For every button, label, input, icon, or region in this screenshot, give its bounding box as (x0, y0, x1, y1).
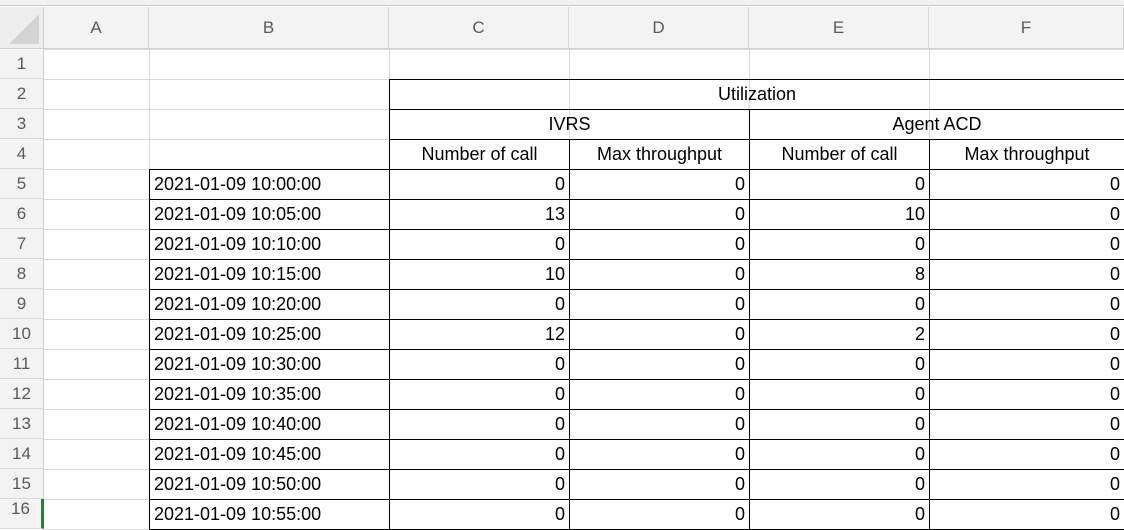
row-header-1[interactable]: 1 (0, 49, 44, 79)
cell-agent-calls[interactable]: 0 (749, 229, 930, 260)
cell-timestamp[interactable]: 2021-01-09 10:25:00 (149, 319, 390, 350)
cell-agent-calls[interactable]: 0 (749, 169, 930, 200)
cell-ivrs-throughput[interactable]: 0 (569, 379, 750, 410)
row-header-14[interactable]: 14 (0, 439, 44, 469)
cell-ivrs-throughput[interactable]: 0 (569, 439, 750, 470)
cell-timestamp[interactable]: 2021-01-09 10:20:00 (149, 289, 390, 320)
row-header-4[interactable]: 4 (0, 139, 44, 169)
header-utilization[interactable]: Utilization (389, 79, 1124, 110)
cell-ivrs-calls[interactable]: 12 (389, 319, 570, 350)
cell-agent-calls[interactable]: 0 (749, 409, 930, 440)
toolbar-edge (0, 0, 1124, 6)
cell-ivrs-throughput[interactable]: 0 (569, 469, 750, 500)
cell-agent-throughput[interactable]: 0 (929, 409, 1124, 440)
cell-agent-calls[interactable]: 10 (749, 199, 930, 230)
header-agent-acd[interactable]: Agent ACD (749, 109, 1124, 140)
subheader-max-throughput[interactable]: Max throughput (929, 139, 1124, 170)
cell-timestamp[interactable]: 2021-01-09 10:05:00 (149, 199, 390, 230)
cell-ivrs-calls[interactable]: 10 (389, 259, 570, 290)
subheader-number-of-call[interactable]: Number of call (389, 139, 570, 170)
select-all-corner[interactable] (0, 7, 44, 49)
column-header-f[interactable]: F (929, 7, 1124, 49)
cell-timestamp[interactable]: 2021-01-09 10:15:00 (149, 259, 390, 290)
cell-agent-calls[interactable]: 0 (749, 499, 930, 530)
cell-ivrs-calls[interactable]: 13 (389, 199, 570, 230)
cell-timestamp[interactable]: 2021-01-09 10:45:00 (149, 439, 390, 470)
cell-agent-throughput[interactable]: 0 (929, 349, 1124, 380)
cell-timestamp[interactable]: 2021-01-09 10:00:00 (149, 169, 390, 200)
cell-ivrs-throughput[interactable]: 0 (569, 289, 750, 320)
row-header-13[interactable]: 13 (0, 409, 44, 439)
cell-agent-calls[interactable]: 0 (749, 379, 930, 410)
column-header-b[interactable]: B (149, 7, 389, 49)
cell-agent-calls[interactable]: 8 (749, 259, 930, 290)
row-header-3[interactable]: 3 (0, 109, 44, 139)
sheet-grid[interactable]: Utilization IVRS Agent ACD Number of call Ma… (44, 49, 1124, 530)
row-header-11[interactable]: 11 (0, 349, 44, 379)
cell-agent-throughput[interactable]: 0 (929, 169, 1124, 200)
cell-ivrs-calls[interactable]: 0 (389, 169, 570, 200)
row-header-16[interactable]: 16 (0, 499, 44, 529)
row-header-15[interactable]: 15 (0, 469, 44, 499)
cell-ivrs-throughput[interactable]: 0 (569, 259, 750, 290)
cell-agent-throughput[interactable]: 0 (929, 499, 1124, 530)
row-header-7[interactable]: 7 (0, 229, 44, 259)
cell-agent-throughput[interactable]: 0 (929, 439, 1124, 470)
cell-agent-throughput[interactable]: 0 (929, 319, 1124, 350)
cell-agent-calls[interactable]: 0 (749, 289, 930, 320)
row-header-5[interactable]: 5 (0, 169, 44, 199)
select-all-icon (9, 14, 39, 44)
header-ivrs[interactable]: IVRS (389, 109, 750, 140)
cell-agent-throughput[interactable]: 0 (929, 289, 1124, 320)
cell-agent-calls[interactable]: 0 (749, 349, 930, 380)
row-header-6[interactable]: 6 (0, 199, 44, 229)
cell-ivrs-throughput[interactable]: 0 (569, 229, 750, 260)
cell-agent-calls[interactable]: 0 (749, 469, 930, 500)
cell-agent-throughput[interactable]: 0 (929, 379, 1124, 410)
cell-ivrs-calls[interactable]: 0 (389, 379, 570, 410)
cell-agent-throughput[interactable]: 0 (929, 199, 1124, 230)
column-header-c[interactable]: C (389, 7, 569, 49)
cell-timestamp[interactable]: 2021-01-09 10:35:00 (149, 379, 390, 410)
cell-ivrs-calls[interactable]: 0 (389, 229, 570, 260)
row-header-9[interactable]: 9 (0, 289, 44, 319)
subheader-number-of-call[interactable]: Number of call (749, 139, 930, 170)
cell-agent-calls[interactable]: 2 (749, 319, 930, 350)
row-header-12[interactable]: 12 (0, 379, 44, 409)
cell-timestamp[interactable]: 2021-01-09 10:50:00 (149, 469, 390, 500)
cell-ivrs-throughput[interactable]: 0 (569, 199, 750, 230)
column-header-e[interactable]: E (749, 7, 929, 49)
cell-agent-throughput[interactable]: 0 (929, 259, 1124, 290)
column-header-a[interactable]: A (44, 7, 149, 49)
cell-ivrs-calls[interactable]: 0 (389, 499, 570, 530)
cell-ivrs-throughput[interactable]: 0 (569, 499, 750, 530)
cell-agent-throughput[interactable]: 0 (929, 229, 1124, 260)
row-header-2[interactable]: 2 (0, 79, 44, 109)
cell-ivrs-calls[interactable]: 0 (389, 469, 570, 500)
cell-timestamp[interactable]: 2021-01-09 10:40:00 (149, 409, 390, 440)
cell-ivrs-throughput[interactable]: 0 (569, 409, 750, 440)
cell-timestamp[interactable]: 2021-01-09 10:30:00 (149, 349, 390, 380)
gridline-row (44, 49, 1124, 50)
cell-ivrs-calls[interactable]: 0 (389, 289, 570, 320)
cell-agent-throughput[interactable]: 0 (929, 469, 1124, 500)
column-header-d[interactable]: D (569, 7, 749, 49)
cell-ivrs-throughput[interactable]: 0 (569, 349, 750, 380)
cell-timestamp[interactable]: 2021-01-09 10:55:00 (149, 499, 390, 530)
row-header-8[interactable]: 8 (0, 259, 44, 289)
cell-ivrs-calls[interactable]: 0 (389, 349, 570, 380)
row-header-10[interactable]: 10 (0, 319, 44, 349)
subheader-max-throughput[interactable]: Max throughput (569, 139, 750, 170)
cell-ivrs-calls[interactable]: 0 (389, 409, 570, 440)
cell-ivrs-throughput[interactable]: 0 (569, 169, 750, 200)
cell-ivrs-calls[interactable]: 0 (389, 439, 570, 470)
cell-timestamp[interactable]: 2021-01-09 10:10:00 (149, 229, 390, 260)
cell-agent-calls[interactable]: 0 (749, 439, 930, 470)
cell-ivrs-throughput[interactable]: 0 (569, 319, 750, 350)
